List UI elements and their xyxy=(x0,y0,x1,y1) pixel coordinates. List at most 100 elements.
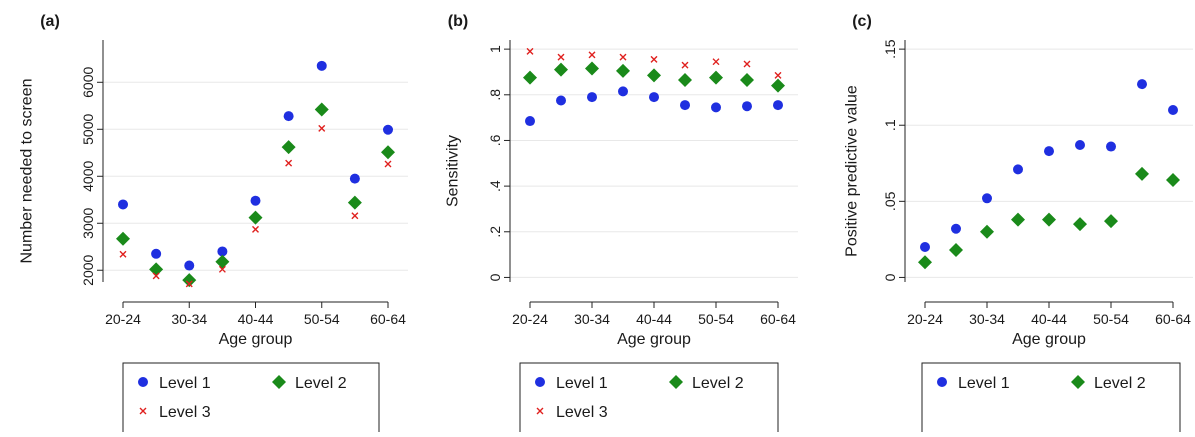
data-point xyxy=(525,116,535,127)
data-point xyxy=(184,260,195,271)
data-point xyxy=(982,193,992,204)
series-level-2 xyxy=(116,102,395,288)
data-point xyxy=(215,254,230,269)
data-point xyxy=(773,100,783,111)
data-point xyxy=(151,248,162,259)
x-tick-label: 20-24 xyxy=(105,311,141,327)
legend-marker xyxy=(1071,375,1085,389)
data-point xyxy=(347,195,362,210)
legend-entry: Level 2 xyxy=(692,375,744,392)
data-point xyxy=(681,61,689,69)
data-point xyxy=(1044,146,1054,157)
chart-panel-1: (a) 2000 3000 4000 5000 6000 20-24 30-34 40-44 50… xyxy=(19,13,408,437)
y-tick-label: .4 xyxy=(487,180,503,192)
data-point xyxy=(316,60,327,71)
data-point xyxy=(523,70,537,85)
x-axis-title: Age group xyxy=(219,331,293,348)
y-axis-title: Positive predictive value xyxy=(844,85,861,257)
y-tick-label: 2000 xyxy=(80,254,96,285)
data-point xyxy=(384,160,392,168)
legend-marker xyxy=(669,375,683,389)
x-tick-label: 30-34 xyxy=(171,311,207,327)
data-point xyxy=(920,241,930,252)
panel-label: (c) xyxy=(852,13,872,30)
x-axis-title: Age group xyxy=(617,331,691,348)
data-point xyxy=(588,51,596,59)
x-tick-label: 60-64 xyxy=(370,311,406,327)
data-point xyxy=(743,60,751,68)
y-tick-label: 5000 xyxy=(80,114,96,145)
series-level-1 xyxy=(118,60,393,271)
data-point xyxy=(1166,173,1180,188)
data-point xyxy=(774,71,782,79)
legend-entry: Level 3 xyxy=(556,404,608,421)
data-point xyxy=(1075,140,1085,151)
y-tick-label: .2 xyxy=(487,226,503,238)
legend-box xyxy=(122,362,380,437)
chart-panel-2: (b) 0 .2 .4 .6 .8 1 20-24 30-34 40-44 50-54 60-64 Ag… xyxy=(445,13,798,437)
legend-marker xyxy=(138,377,148,387)
data-point xyxy=(318,124,326,132)
data-point xyxy=(252,225,259,233)
data-point xyxy=(742,101,752,112)
series-level-3 xyxy=(526,47,782,79)
y-tick-label: 0 xyxy=(882,273,898,281)
data-point xyxy=(118,199,128,210)
x-tick-label: 30-34 xyxy=(574,311,610,327)
legend-entry: Level 1 xyxy=(556,375,608,392)
data-point xyxy=(771,78,785,93)
y-tick-label: 4000 xyxy=(80,160,96,191)
x-tick-label: 20-24 xyxy=(512,311,548,327)
data-point xyxy=(283,111,294,122)
data-point xyxy=(119,250,127,258)
series-level-3 xyxy=(119,124,392,288)
data-point xyxy=(383,124,393,135)
data-point xyxy=(1011,212,1025,227)
data-point xyxy=(616,63,630,78)
data-point xyxy=(1168,105,1178,116)
data-point xyxy=(1073,217,1087,232)
data-point xyxy=(740,72,754,87)
x-tick-label: 50-54 xyxy=(304,311,340,327)
data-point xyxy=(918,255,932,270)
panel-label: (b) xyxy=(448,13,468,30)
data-point xyxy=(116,231,130,246)
data-point xyxy=(680,100,690,111)
data-point xyxy=(349,173,360,184)
x-tick-label: 60-64 xyxy=(760,311,796,327)
data-point xyxy=(217,246,228,257)
data-point xyxy=(587,92,597,103)
series-level-1 xyxy=(525,86,783,127)
data-point xyxy=(585,61,599,76)
data-point xyxy=(949,243,963,258)
data-point xyxy=(1042,212,1056,227)
y-tick-label: 0 xyxy=(487,273,503,281)
x-tick-label: 40-44 xyxy=(636,311,672,327)
data-point xyxy=(381,145,395,160)
y-tick-label: 1 xyxy=(487,45,503,53)
y-axis-title: Number needed to screen xyxy=(19,79,36,264)
x-tick-label: 30-34 xyxy=(969,311,1005,327)
x-tick-label: 20-24 xyxy=(907,311,943,327)
data-point xyxy=(314,102,329,117)
legend-entry: Level 1 xyxy=(958,375,1010,392)
legend-marker xyxy=(535,377,545,387)
data-point xyxy=(709,70,723,85)
panel-label: (a) xyxy=(40,13,60,30)
x-tick-label: 50-54 xyxy=(698,311,734,327)
data-point xyxy=(678,72,692,87)
data-point xyxy=(1106,141,1116,152)
legend-marker xyxy=(536,407,544,415)
data-point xyxy=(712,58,720,66)
x-tick-label: 50-54 xyxy=(1093,311,1129,327)
data-point xyxy=(951,223,961,234)
data-point xyxy=(556,95,566,106)
data-point xyxy=(647,68,661,83)
legend: Level 1 Level 2 Level 3 xyxy=(519,362,779,437)
data-point xyxy=(618,86,628,97)
data-point xyxy=(185,280,193,288)
series-level-2 xyxy=(918,166,1180,270)
data-point xyxy=(351,212,359,220)
